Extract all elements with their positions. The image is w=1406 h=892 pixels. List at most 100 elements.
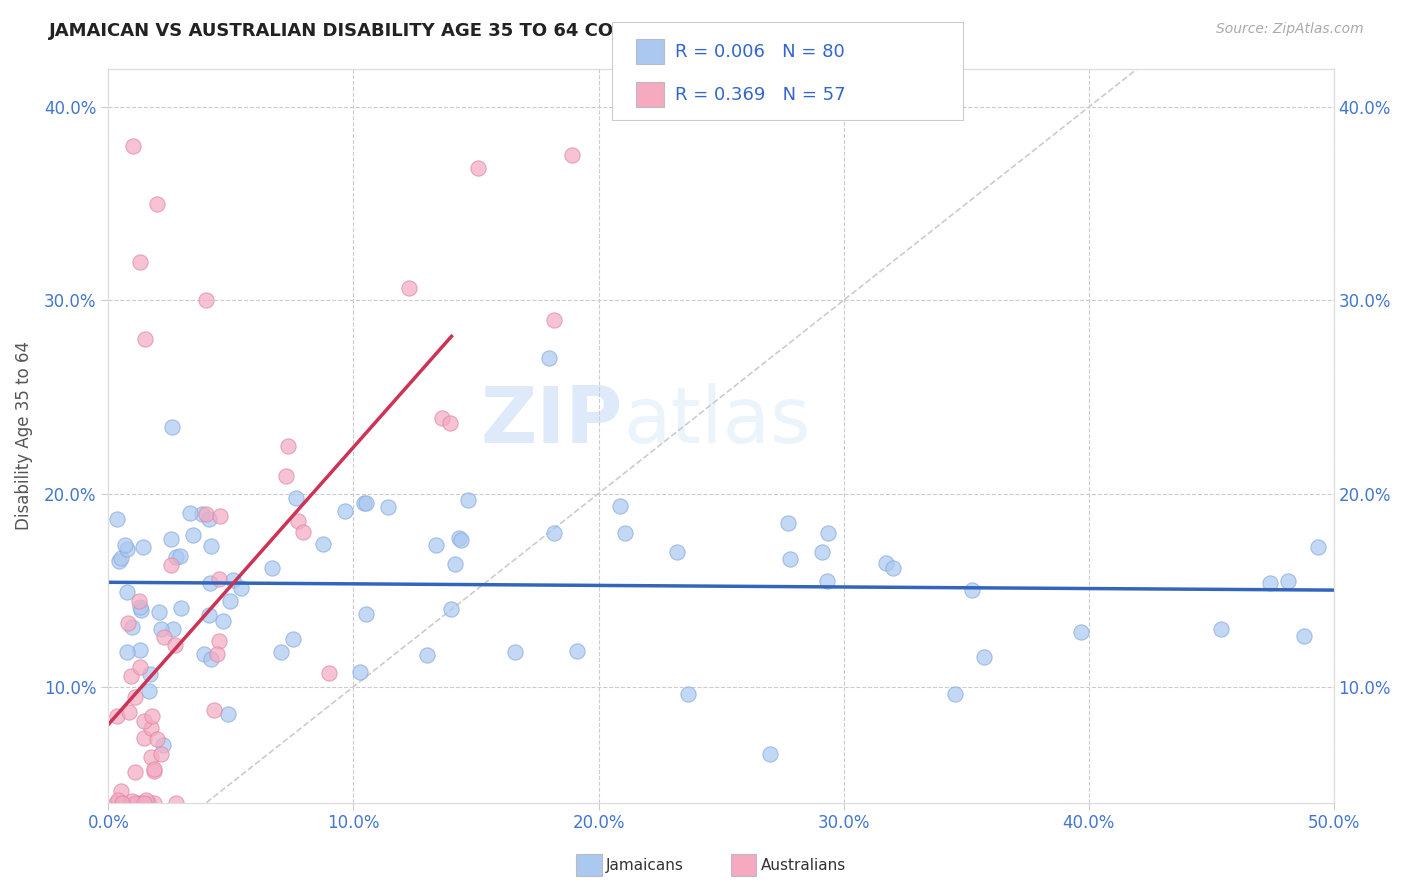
Point xyxy=(281,632,304,646)
Point xyxy=(146,196,169,211)
Point xyxy=(467,161,489,176)
Point xyxy=(208,634,231,648)
Point xyxy=(132,796,155,810)
Point xyxy=(135,793,157,807)
Point xyxy=(159,533,181,547)
Point xyxy=(440,602,463,616)
Point xyxy=(287,514,309,528)
Point xyxy=(111,796,134,810)
Point xyxy=(543,312,565,326)
Point xyxy=(165,796,187,810)
Point xyxy=(141,709,163,723)
Point xyxy=(503,644,526,658)
Point xyxy=(117,615,139,630)
Point xyxy=(191,508,214,522)
Point xyxy=(105,796,128,810)
Point xyxy=(1209,622,1232,636)
Point xyxy=(152,630,174,644)
Point xyxy=(105,512,128,526)
Point xyxy=(124,690,146,704)
Point xyxy=(613,526,636,541)
Point xyxy=(335,504,357,518)
Point xyxy=(759,747,782,762)
Point xyxy=(132,714,155,729)
Point xyxy=(152,738,174,752)
Point xyxy=(1277,574,1299,588)
Text: R = 0.006   N = 80: R = 0.006 N = 80 xyxy=(675,43,845,61)
Point xyxy=(170,601,193,615)
Point xyxy=(882,561,904,575)
Point xyxy=(450,533,472,548)
Point xyxy=(208,572,231,586)
Point xyxy=(221,573,243,587)
Point xyxy=(143,762,166,776)
Point xyxy=(193,647,215,661)
Point xyxy=(129,796,152,810)
Point xyxy=(115,541,138,556)
Point xyxy=(122,796,145,810)
Point xyxy=(447,531,470,545)
Point xyxy=(179,506,201,520)
Point xyxy=(195,293,218,308)
Point xyxy=(270,645,292,659)
Point xyxy=(111,796,134,810)
Point xyxy=(538,351,561,366)
Point xyxy=(354,496,377,510)
Point xyxy=(211,615,233,629)
Point xyxy=(118,705,141,719)
Point xyxy=(129,603,152,617)
Point xyxy=(312,537,335,551)
Point xyxy=(349,665,371,680)
Point xyxy=(609,500,631,514)
Point xyxy=(1258,576,1281,591)
Point xyxy=(132,731,155,745)
Point xyxy=(416,648,439,663)
Point xyxy=(108,554,131,568)
Point xyxy=(217,707,239,722)
Point xyxy=(291,525,314,540)
Text: Jamaicans: Jamaicans xyxy=(606,858,683,872)
Point xyxy=(1292,629,1315,643)
Point xyxy=(543,525,565,540)
Point xyxy=(110,551,132,566)
Point xyxy=(129,254,152,268)
Point xyxy=(121,620,143,634)
Point xyxy=(110,784,132,798)
Point xyxy=(124,764,146,779)
Point xyxy=(810,545,832,559)
Point xyxy=(425,538,447,552)
Point xyxy=(120,669,142,683)
Point xyxy=(139,721,162,735)
Point xyxy=(444,557,467,571)
Point xyxy=(665,545,688,559)
Point xyxy=(1070,624,1092,639)
Text: atlas: atlas xyxy=(623,383,810,458)
Point xyxy=(122,138,145,153)
Point xyxy=(274,469,297,483)
Point xyxy=(150,622,173,636)
Point xyxy=(115,645,138,659)
Point xyxy=(973,649,995,664)
Point xyxy=(231,581,253,595)
Point xyxy=(817,525,839,540)
Point xyxy=(132,540,155,554)
Point xyxy=(169,549,191,563)
Point xyxy=(107,793,129,807)
Point xyxy=(430,411,453,425)
Point xyxy=(439,417,461,431)
Point xyxy=(354,607,377,621)
Point xyxy=(128,594,150,608)
Point xyxy=(160,420,183,434)
Text: Australians: Australians xyxy=(761,858,846,872)
Point xyxy=(105,709,128,723)
Point xyxy=(143,764,166,778)
Point xyxy=(139,749,162,764)
Point xyxy=(129,660,152,674)
Text: JAMAICAN VS AUSTRALIAN DISABILITY AGE 35 TO 64 CORRELATION CHART: JAMAICAN VS AUSTRALIAN DISABILITY AGE 35… xyxy=(49,22,801,40)
Point xyxy=(115,585,138,599)
Point xyxy=(815,574,838,589)
Point xyxy=(200,652,222,666)
Point xyxy=(121,794,143,808)
Text: Source: ZipAtlas.com: Source: ZipAtlas.com xyxy=(1216,22,1364,37)
Point xyxy=(165,549,187,564)
